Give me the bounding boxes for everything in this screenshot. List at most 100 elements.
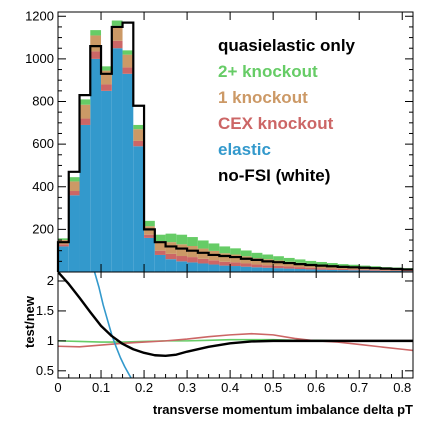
x-tick-label: 0.4 bbox=[221, 380, 239, 395]
bar-segment bbox=[68, 181, 80, 192]
bar-segment bbox=[326, 268, 338, 270]
bar-segment bbox=[380, 270, 392, 272]
legend-entry: no-FSI (white) bbox=[218, 166, 330, 185]
bar-segment bbox=[176, 256, 188, 262]
bar-segment bbox=[337, 269, 349, 271]
y-tick-label: 200 bbox=[32, 221, 54, 236]
bar-segment bbox=[58, 238, 69, 241]
bar-segment bbox=[402, 270, 413, 272]
bar-segment bbox=[348, 270, 360, 272]
bar-segment bbox=[144, 237, 155, 272]
bar-segment bbox=[111, 25, 123, 41]
x-tick-label: 0 bbox=[54, 380, 61, 395]
bar-segment bbox=[208, 243, 220, 251]
bar-segment bbox=[230, 254, 241, 263]
bar-segment bbox=[101, 66, 112, 71]
bar-segment bbox=[122, 54, 134, 68]
x-axis-label: transverse momentum imbalance delta pT bbox=[153, 402, 413, 417]
legend-entry: 1 knockout bbox=[218, 88, 308, 107]
bar-segment bbox=[154, 250, 166, 255]
bar-segment bbox=[359, 270, 370, 272]
ratio-line-blue bbox=[93, 272, 132, 378]
bar-segment bbox=[68, 195, 80, 272]
bar-segment bbox=[359, 265, 370, 268]
bar-segment bbox=[58, 244, 69, 247]
bar-segment bbox=[283, 257, 295, 262]
bar-segment bbox=[111, 40, 123, 49]
y-tick-label: 1 bbox=[47, 333, 54, 348]
top-panel: 200 400 600 800 1000 1200 bbox=[25, 8, 414, 273]
bar-segment bbox=[68, 191, 80, 196]
x-tick-label: 0.2 bbox=[135, 380, 153, 395]
y-axis-label: test/new bbox=[22, 295, 37, 348]
x-tick-label: 0.5 bbox=[264, 380, 282, 395]
bar-segment bbox=[144, 220, 155, 227]
bar-segment bbox=[101, 70, 112, 85]
bar-segment bbox=[273, 268, 284, 272]
bar-segment bbox=[316, 261, 327, 265]
series-elastic bbox=[58, 48, 413, 272]
legend-entry: 2+ knockout bbox=[218, 62, 318, 81]
bar-segment bbox=[101, 84, 112, 91]
bar-segment bbox=[391, 270, 403, 272]
bar-segment bbox=[79, 99, 91, 105]
bar-segment bbox=[90, 30, 102, 36]
bar-segment bbox=[133, 140, 145, 147]
bar-segment bbox=[111, 48, 123, 272]
y-tick-label: 0.5 bbox=[36, 363, 54, 378]
bar-segment bbox=[79, 124, 91, 272]
bar-segment bbox=[348, 264, 360, 267]
bar-segment bbox=[380, 270, 392, 271]
bar-segment bbox=[348, 269, 360, 271]
bar-segment bbox=[219, 253, 231, 262]
y-tick-label: 2 bbox=[47, 273, 54, 288]
bar-segment bbox=[305, 267, 317, 270]
bar-segment bbox=[90, 51, 102, 59]
bar-segment bbox=[294, 269, 306, 272]
bar-segment bbox=[337, 264, 349, 267]
y-tick-label: 600 bbox=[32, 136, 54, 151]
bar-segment bbox=[197, 263, 209, 272]
bar-segment bbox=[316, 268, 327, 270]
bar-segment bbox=[251, 264, 263, 268]
bar-segment bbox=[369, 269, 381, 271]
legend-entry: quasielastic only bbox=[218, 36, 356, 55]
bar-segment bbox=[273, 265, 284, 269]
bar-segment bbox=[154, 254, 166, 272]
x-tick-label: 0.1 bbox=[92, 380, 110, 395]
bar-segment bbox=[316, 269, 327, 272]
y-tick-label: 1200 bbox=[25, 8, 54, 23]
bar-segment bbox=[165, 242, 177, 254]
bar-segment bbox=[273, 256, 284, 261]
legend-entry: elastic bbox=[218, 140, 271, 159]
bar-segment bbox=[176, 234, 188, 245]
bar-segment bbox=[230, 248, 241, 255]
bar-segment bbox=[240, 266, 252, 272]
bar-segment bbox=[391, 270, 403, 271]
bar-segment bbox=[326, 269, 338, 272]
bar-segment bbox=[208, 264, 220, 272]
bar-segment bbox=[251, 258, 263, 265]
bar-segment bbox=[122, 73, 134, 272]
x-tick-label: 0.7 bbox=[350, 380, 368, 395]
bar-segment bbox=[197, 258, 209, 264]
bar-segment bbox=[154, 234, 166, 242]
ratio-line-black bbox=[58, 272, 413, 358]
bar-segment bbox=[176, 261, 188, 272]
bar-segment bbox=[240, 250, 252, 257]
ratio-line-red bbox=[58, 332, 413, 352]
bar-segment bbox=[305, 260, 317, 264]
bar-segment bbox=[230, 266, 241, 272]
bar-segment bbox=[305, 269, 317, 272]
series-2-knockout bbox=[58, 20, 413, 270]
bottom-frame bbox=[57, 271, 414, 379]
bottom-panel: 0.5 1 1.5 2 0 0.1 0.2 0.3 0.4 0.5 0.6 0.7 0.8 bbox=[36, 271, 414, 395]
bar-segment bbox=[240, 263, 252, 267]
bar-segment bbox=[208, 260, 220, 265]
bar-segment bbox=[262, 265, 274, 268]
bar-segment bbox=[144, 234, 155, 238]
bar-segment bbox=[90, 58, 102, 272]
x-tick-label: 0.6 bbox=[307, 380, 325, 395]
bar-segment bbox=[165, 233, 177, 243]
